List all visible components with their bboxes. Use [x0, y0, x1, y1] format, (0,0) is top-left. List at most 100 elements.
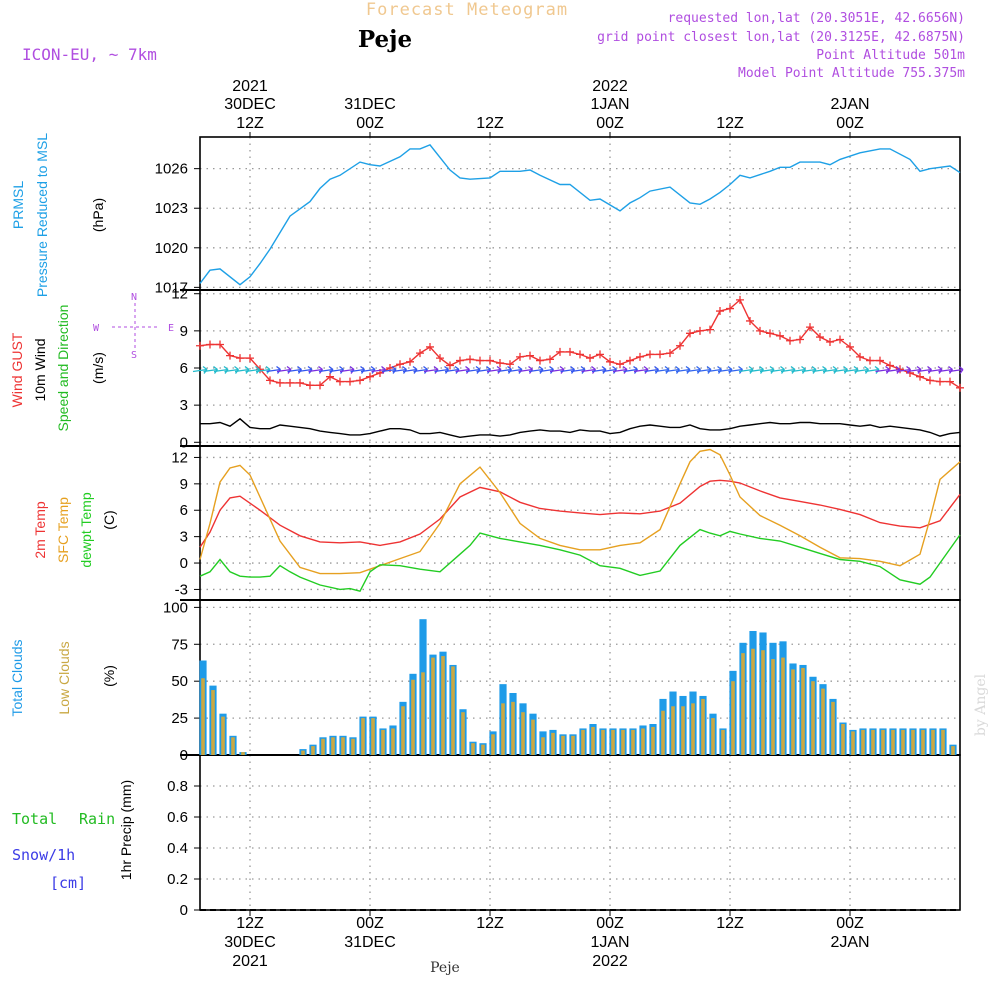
low-cloud-bar	[911, 729, 915, 755]
low-cloud-bar	[661, 710, 665, 755]
gust-marker	[676, 341, 684, 350]
gust-marker	[366, 372, 374, 381]
low-cloud-bar	[481, 744, 485, 755]
time-label-bottom: 00Z	[356, 915, 384, 932]
gust-marker	[406, 357, 414, 366]
low-cloud-bar	[471, 743, 475, 755]
gust-marker	[716, 307, 724, 316]
low-cloud-bar	[941, 729, 945, 755]
dewpt-label: dewpt Temp	[78, 492, 94, 567]
gust-marker	[276, 378, 284, 387]
gust-marker	[956, 383, 964, 392]
low-cloud-bar	[351, 738, 355, 755]
time-label-top: 00Z	[356, 115, 384, 132]
gust-marker	[736, 295, 744, 304]
time-label-bottom: 2021	[232, 953, 268, 970]
time-label-top: 30DEC	[224, 96, 276, 113]
temp-labels: 2m Temp SFC Temp dewpt Temp (C)	[32, 492, 117, 567]
gust-marker	[206, 340, 214, 349]
low-cloud-bar	[531, 719, 535, 755]
wind-unit: (m/s)	[90, 352, 106, 384]
low-cloud-bar	[361, 718, 365, 755]
low-cloud-bar	[691, 703, 695, 755]
low-clouds-label: Low Clouds	[56, 641, 72, 714]
low-cloud-bar	[381, 729, 385, 755]
low-cloud-bar	[611, 729, 615, 755]
model-label: ICON-EU, ~ 7km	[22, 45, 157, 64]
time-label-top: 00Z	[836, 115, 864, 132]
low-cloud-bar	[711, 718, 715, 755]
gust-marker	[786, 336, 794, 345]
low-cloud-bar	[951, 746, 955, 755]
low-cloud-bar	[211, 690, 215, 755]
gust-marker	[756, 326, 764, 335]
time-label-bottom: 1JAN	[590, 934, 629, 951]
temp-unit: (C)	[101, 510, 117, 529]
low-cloud-bar	[741, 653, 745, 755]
low-cloud-bar	[571, 735, 575, 755]
low-cloud-bar	[871, 729, 875, 755]
low-cloud-bar	[511, 701, 515, 755]
low-cloud-bar	[831, 701, 835, 755]
low-cloud-bar	[651, 726, 655, 755]
gust-marker	[216, 340, 224, 349]
low-cloud-bar	[451, 666, 455, 755]
gust-marker	[686, 329, 694, 338]
pressure-y-tick-label: 1026	[155, 161, 188, 178]
gust-marker	[576, 350, 584, 359]
dewpt-line	[199, 528, 961, 593]
model-altitude: Model Point Altitude 755.375m	[738, 66, 965, 81]
gust-marker	[586, 354, 594, 363]
low-cloud-bar	[581, 729, 585, 755]
prmsl-line	[199, 144, 961, 286]
gust-marker	[356, 376, 364, 385]
gust-marker	[336, 377, 344, 386]
time-label-top: 1JAN	[590, 96, 629, 113]
gust-marker	[236, 354, 244, 363]
gust-marker	[706, 325, 714, 334]
low-cloud-bar	[761, 650, 765, 755]
compass-s-label: S	[131, 350, 137, 361]
gust-marker	[846, 342, 854, 351]
time-label-bottom: 12Z	[236, 915, 264, 932]
low-cloud-bar	[321, 738, 325, 755]
time-label-top: 00Z	[596, 115, 624, 132]
gust-marker	[476, 356, 484, 365]
cloud-y-tick-label: 50	[171, 673, 188, 690]
gust-marker	[666, 349, 674, 358]
low-cloud-bar	[921, 729, 925, 755]
low-cloud-bar	[891, 729, 895, 755]
compass-rose: W E N S	[93, 292, 174, 361]
low-cloud-bar	[681, 706, 685, 755]
low-cloud-bar	[631, 729, 635, 755]
wind-dir-label: Speed and Direction	[55, 305, 71, 432]
snow-label: Snow/1h	[12, 846, 75, 864]
low-cloud-bar	[561, 735, 565, 755]
low-cloud-bar	[931, 729, 935, 755]
gust-marker	[816, 333, 824, 342]
temp-y-tick-label: 3	[180, 529, 188, 546]
gust-marker	[346, 377, 354, 386]
low-cloud-bar	[461, 712, 465, 755]
cloud-y-tick-label: 25	[171, 710, 188, 727]
compass-w-label: W	[93, 323, 100, 334]
time-label-bottom: 30DEC	[224, 934, 276, 951]
gust-marker	[196, 341, 204, 350]
gust-marker	[316, 381, 324, 390]
low-cloud-bar	[771, 659, 775, 755]
low-cloud-bar	[621, 729, 625, 755]
gust-marker	[516, 352, 524, 361]
gust-marker	[626, 356, 634, 365]
low-cloud-bar	[421, 672, 425, 755]
t2m-label: 2m Temp	[32, 501, 48, 559]
gust-marker	[226, 351, 234, 360]
precip-y-tick-label: 0	[180, 902, 188, 919]
low-cloud-bar	[731, 681, 735, 755]
gust-marker	[776, 331, 784, 340]
rain-label: Rain	[79, 810, 115, 828]
gust-marker	[246, 354, 254, 363]
gust-marker	[286, 378, 294, 387]
temp-y-tick-label: 9	[180, 476, 188, 493]
time-label-bottom: 12Z	[476, 915, 504, 932]
